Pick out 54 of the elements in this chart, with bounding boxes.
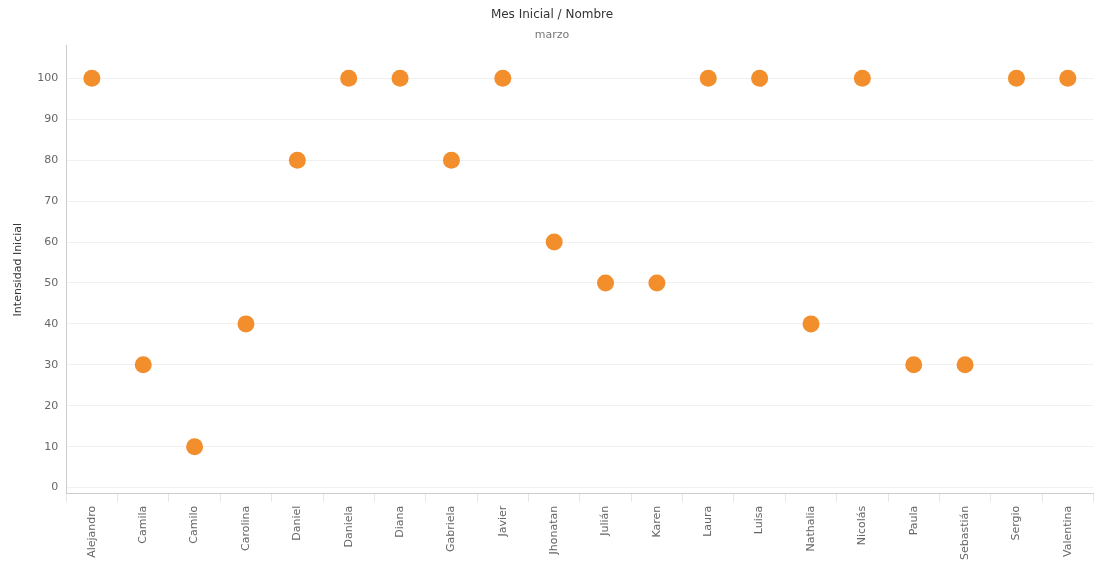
x-tick-label: Luisa (752, 505, 766, 535)
point (442, 151, 460, 169)
point (905, 356, 923, 374)
point (751, 69, 769, 87)
x-tick-label: Camilo (187, 505, 201, 544)
x-tick-label: Carolina (238, 505, 252, 551)
y-tick-label: 60 (44, 234, 59, 248)
chart-subtitle: marzo (534, 27, 570, 41)
point (699, 69, 717, 87)
y-axis-title: Intensidad Inicial (11, 222, 25, 317)
x-tick-label: Nicolás (855, 505, 869, 546)
y-tick-label: 20 (44, 398, 59, 412)
x-tick-label: Daniela (341, 505, 355, 548)
x-tick-label: Gabriela (444, 505, 458, 553)
x-tick-label: Javier (495, 505, 509, 538)
x-tick-label: Paula (906, 505, 920, 536)
y-tick-label: 10 (44, 439, 59, 453)
y-tick-label: 30 (44, 357, 59, 371)
point (1007, 69, 1025, 87)
point (597, 274, 615, 292)
point (802, 315, 820, 333)
y-tick-label: 100 (37, 71, 59, 85)
point (186, 438, 204, 456)
x-tick-label: Sebastián (957, 505, 971, 561)
x-tick-label: Alejandro (84, 505, 98, 558)
y-tick-label: 0 (51, 480, 59, 494)
point (853, 69, 871, 87)
x-tick-label: Valentina (1060, 505, 1074, 558)
point (956, 356, 974, 374)
point (1059, 69, 1077, 87)
x-tick-label: Camila (136, 505, 150, 544)
x-tick-label: Jhonatan (547, 505, 561, 556)
x-tick-label: Sergio (1009, 505, 1023, 541)
point (494, 69, 512, 87)
y-tick-label: 70 (44, 193, 59, 207)
y-tick-label: 50 (44, 275, 59, 289)
x-tick-label: Diana (392, 505, 406, 538)
point (288, 151, 306, 169)
point (237, 315, 255, 333)
y-tick-label: 80 (44, 153, 59, 167)
y-tick-label: 90 (44, 112, 59, 126)
x-tick-label: Daniel (290, 505, 304, 541)
chart-title: Mes Inicial / Nombre (490, 7, 614, 22)
point (545, 233, 563, 251)
point (134, 356, 152, 374)
point (391, 69, 409, 87)
point (340, 69, 358, 87)
point (83, 69, 101, 87)
point (648, 274, 666, 292)
x-tick-label: Karen (649, 505, 663, 538)
x-tick-label: Nathalia (803, 505, 817, 552)
y-tick-label: 40 (44, 316, 59, 330)
x-tick-label: Julián (598, 505, 612, 537)
x-tick-label: Laura (701, 505, 715, 537)
